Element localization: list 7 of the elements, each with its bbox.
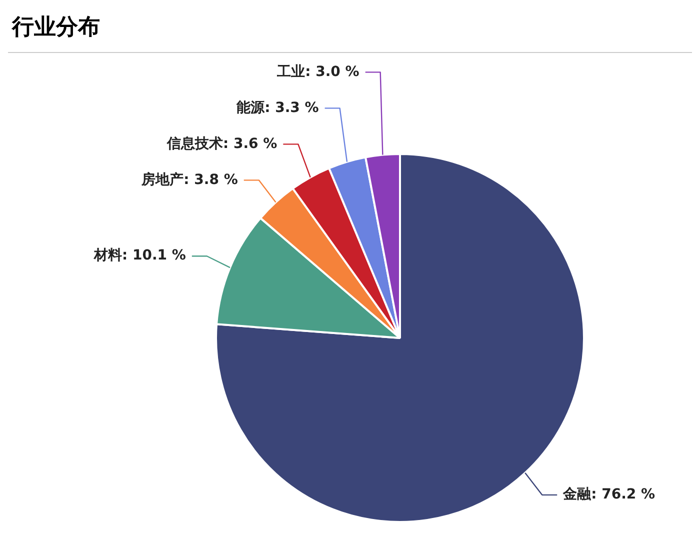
slice-label: 材料: 10.1 % — [92, 248, 186, 264]
slice-label: 信息技术: 3.6 % — [166, 136, 278, 152]
chart-title: 行业分布 — [8, 8, 692, 53]
slice-label: 房地产: 3.8 % — [140, 170, 238, 188]
slice-label: 金融: 76.2 % — [562, 486, 656, 503]
slice-label: 能源: 3.3 % — [236, 100, 319, 116]
slice-label: 工业: 3.0 % — [276, 64, 360, 80]
